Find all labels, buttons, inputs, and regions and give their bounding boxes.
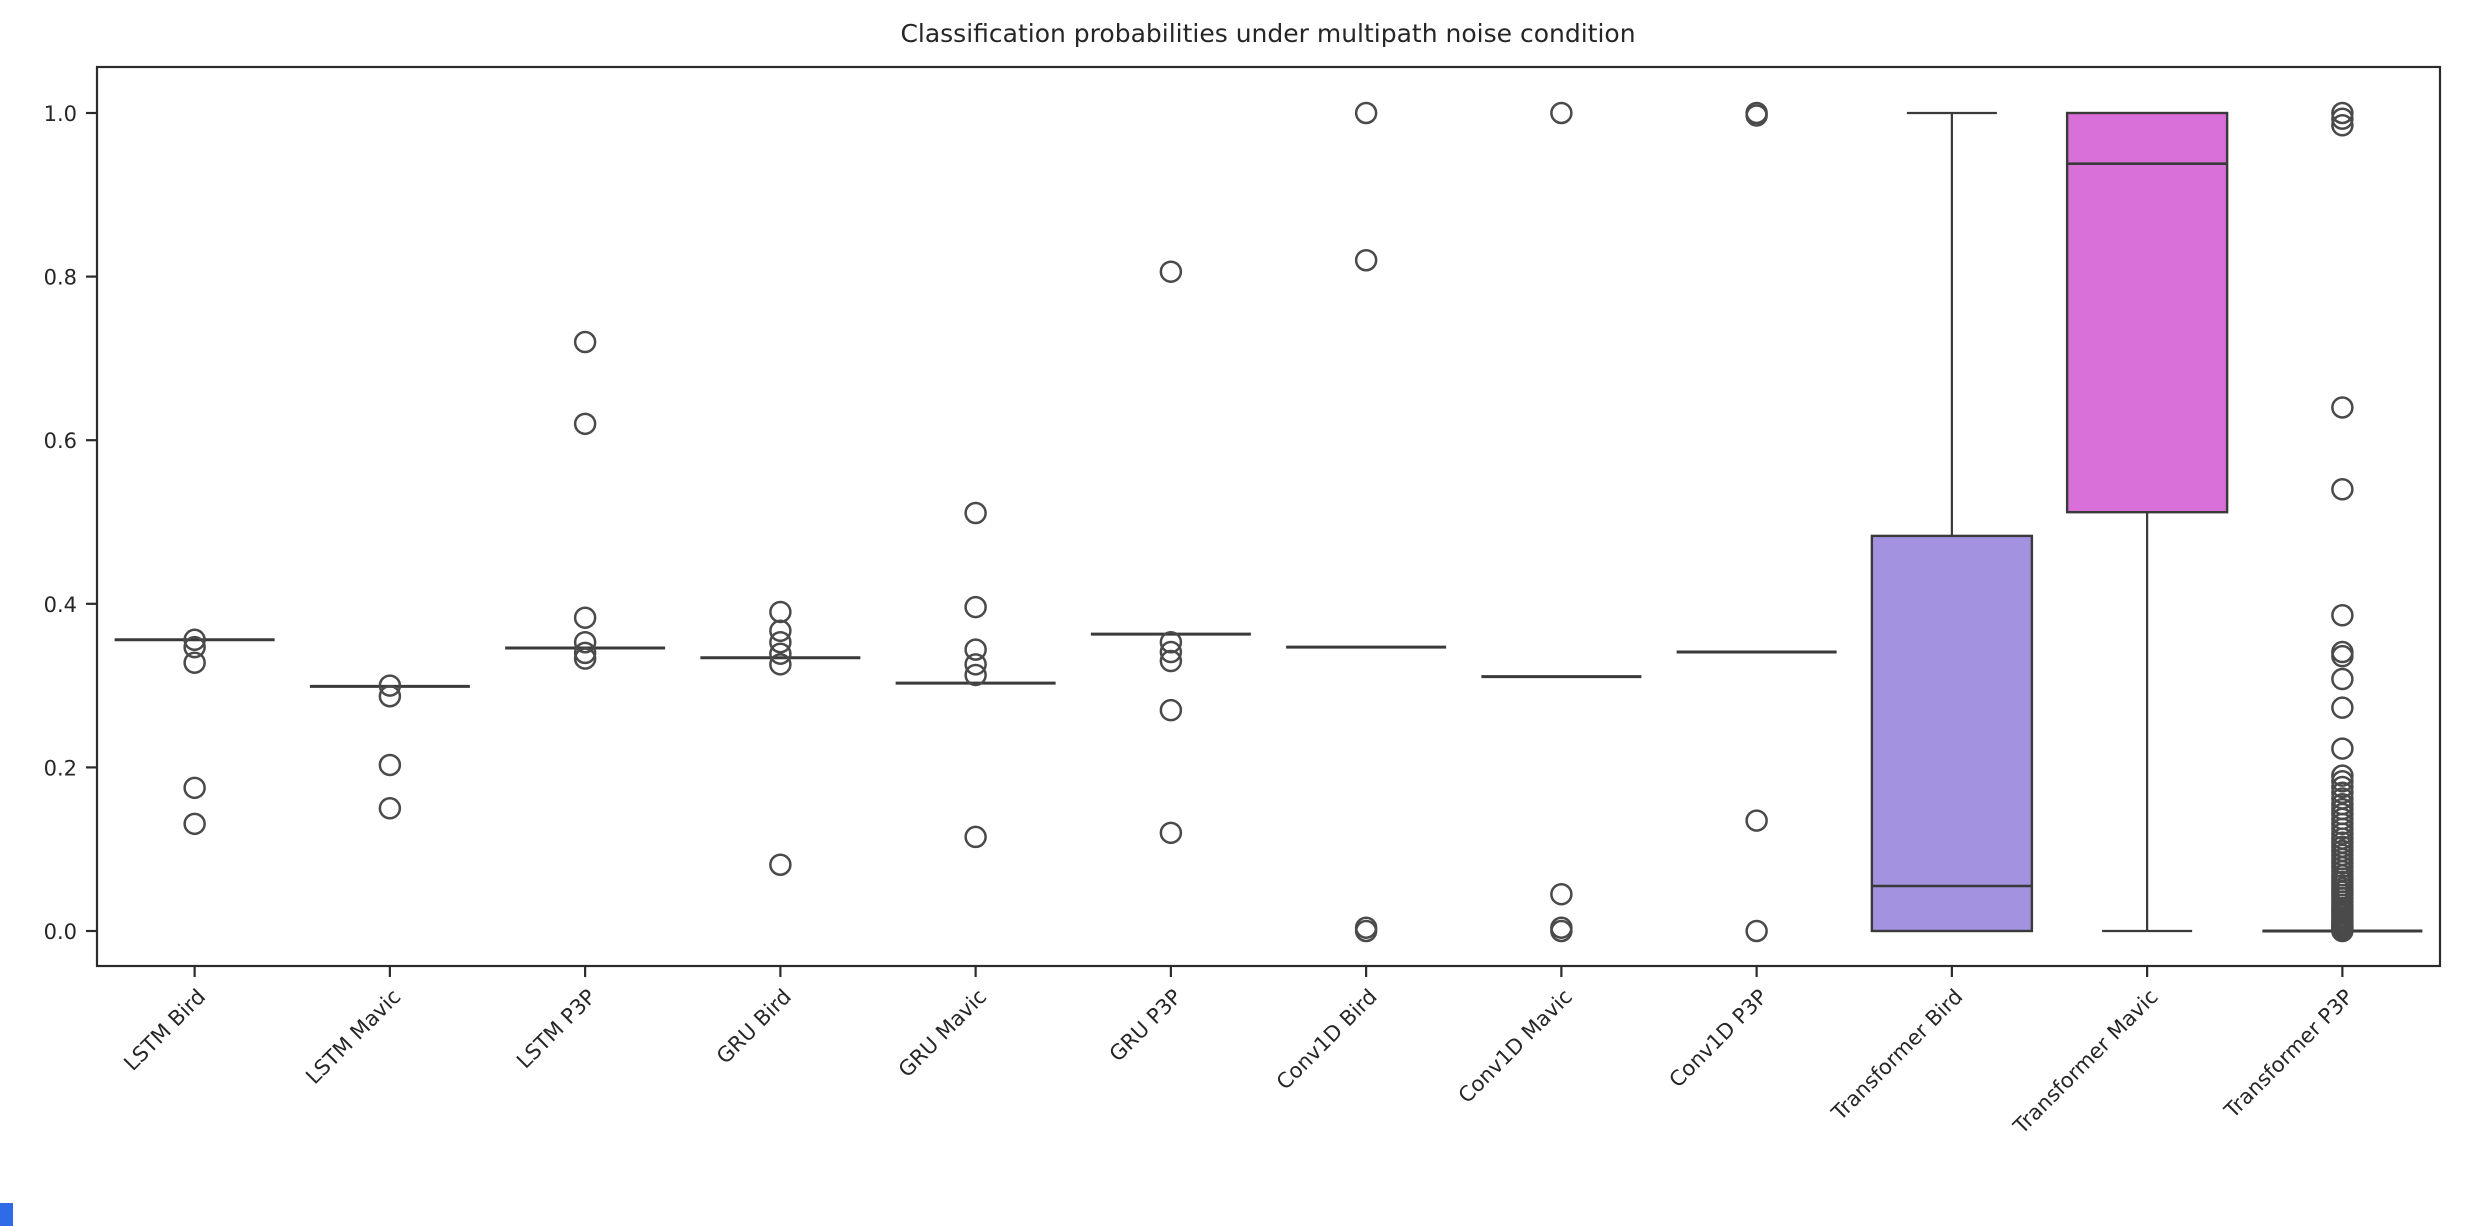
flier-gru-p3p [1159,640,1183,664]
flier-conv1d-bird [1354,919,1378,943]
x-tick-label-conv1d-p3p: Conv1D P3P [1665,985,1773,1093]
box-transformer-mavic [2065,111,2229,514]
flier-transformer-p3p [2331,644,2354,668]
flier-lstm-p3p [573,641,597,665]
flier-conv1d-mavic [1550,919,1573,943]
flier-lstm-mavic [378,684,402,708]
chart-title: Classification probabilities under multi… [900,19,1635,48]
flier-lstm-mavic [378,797,402,820]
flier-lstm-p3p [573,647,597,670]
x-tick-label-transformer-p3p: Transformer P3P [2219,985,2358,1124]
flier-transformer-p3p [2331,919,2354,943]
flier-gru-bird [769,630,792,654]
flier-gru-mavic [964,595,987,619]
x-tick-label-transformer-mavic: Transformer Mavic [2008,985,2162,1139]
flier-conv1d-p3p [1745,104,1768,127]
flier-lstm-p3p [573,412,597,436]
y-tick-label: 1.0 [44,102,77,126]
flier-gru-mavic [964,663,987,687]
flier-gru-mavic [964,825,987,849]
flier-gru-mavic [964,501,987,525]
x-tick-label-gru-mavic: GRU Mavic [894,985,991,1082]
flier-gru-bird [769,600,792,624]
flier-gru-bird [769,642,792,665]
flier-transformer-p3p [2331,775,2354,799]
flier-transformer-p3p [2331,770,2354,793]
flier-lstm-p3p [573,330,597,354]
flier-transformer-p3p [2331,667,2354,691]
flier-transformer-p3p [2331,396,2354,419]
flier-lstm-bird [183,628,206,652]
flier-transformer-p3p [2331,781,2354,805]
flier-transformer-p3p [2331,604,2354,627]
flier-conv1d-mavic [1550,882,1573,906]
flier-conv1d-p3p [1745,919,1768,943]
flier-lstm-p3p [573,606,597,629]
plot-frame [95,65,2442,968]
x-tick-label-lstm-p3p: LSTM P3P [512,985,601,1074]
flier-transformer-p3p [2331,764,2354,787]
y-tick-label: 0.0 [44,920,77,944]
flier-lstm-bird [183,776,206,800]
flier-transformer-p3p [2331,478,2354,501]
flier-lstm-bird [183,635,206,659]
box-transformer-bird [1870,534,2034,933]
y-tick-label: 0.4 [44,593,77,617]
flier-transformer-p3p [2331,107,2354,130]
flier-conv1d-p3p [1745,809,1768,832]
flier-gru-p3p [1159,821,1183,845]
y-tick-label: 0.6 [44,429,77,453]
flier-lstm-mavic [378,674,402,697]
x-tick-label-lstm-bird: LSTM Bird [119,985,210,1076]
x-tick-label-transformer-bird: Transformer Bird [1826,985,1967,1126]
flier-conv1d-mavic [1550,101,1573,125]
y-tick-label: 0.8 [44,266,77,290]
y-tick-label: 0.2 [44,756,77,780]
flier-transformer-p3p [2331,696,2354,719]
plot-area: 0.0 0.2 0.4 0.6 0.8 1.0 LSTM Bird LSTM Mavic LST… [44,65,2442,1139]
x-tick-label-conv1d-mavic: Conv1D Mavic [1454,985,1577,1108]
flier-lstm-p3p [573,630,597,654]
flier-lstm-bird [183,812,206,836]
flier-gru-mavic [964,653,987,676]
flier-lstm-mavic [378,753,402,777]
flier-gru-p3p [1159,698,1183,722]
flier-gru-mavic [964,638,987,661]
flier-conv1d-bird [1354,101,1378,125]
flier-gru-p3p [1159,649,1183,673]
flier-transformer-p3p [2331,101,2354,125]
flier-lstm-bird [183,651,206,674]
x-tick-label-gru-bird: GRU Bird [712,985,796,1069]
x-tick-label-gru-p3p: GRU P3P [1105,985,1187,1067]
flier-gru-bird [769,853,792,876]
flier-transformer-p3p [2331,114,2354,137]
flier-gru-bird [769,619,792,643]
flier-gru-bird [769,653,792,676]
flier-gru-p3p [1159,260,1183,283]
x-tick-label-conv1d-bird: Conv1D Bird [1272,985,1382,1095]
flier-transformer-p3p [2331,737,2354,760]
corner-mark [0,1203,13,1226]
flier-conv1d-bird [1354,248,1378,272]
x-tick-label-lstm-mavic: LSTM Mavic [301,985,405,1089]
